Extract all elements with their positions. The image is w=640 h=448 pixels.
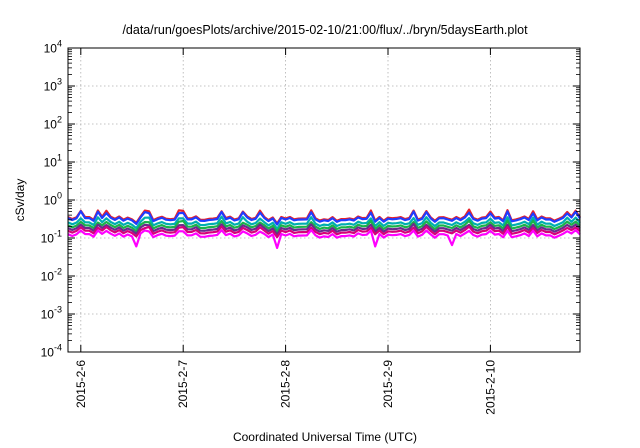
y-axis-label: cSv/day: [13, 179, 27, 222]
data-series-line: [67, 222, 581, 236]
y-tick-label: 101: [44, 153, 62, 170]
x-tick-label: 2015-2-9: [381, 360, 395, 408]
x-axis: 2015-2-6 2015-2-7 2015-2-8 2015-2-9 2015-2-1…: [74, 48, 497, 415]
series-group: [67, 208, 581, 249]
y-tick-label: 100: [44, 191, 62, 208]
y-tick-label: 10-1: [41, 229, 62, 246]
data-series-line: [67, 210, 581, 226]
x-tick-label: 2015-2-10: [483, 360, 497, 415]
x-tick-label: 2015-2-6: [74, 360, 88, 408]
y-tick-label: 102: [44, 115, 62, 132]
y-tick-label: 10-3: [41, 305, 62, 322]
x-axis-label: Coordinated Universal Time (UTC): [233, 430, 417, 444]
y-axis: 10-4 10-3 10-2 10-1 100 101 102 103 104: [41, 39, 580, 360]
y-tick-label: 104: [44, 39, 62, 56]
y-tick-label: 103: [44, 77, 62, 94]
y-tick-label: 10-4: [41, 343, 62, 360]
data-series-line: [67, 229, 581, 249]
chart-title: /data/run/goesPlots/archive/2015-02-10/2…: [122, 23, 528, 37]
x-tick-label: 2015-2-8: [279, 360, 293, 408]
data-series-line: [67, 219, 581, 233]
y-tick-label: 10-2: [41, 267, 62, 284]
x-tick-label: 2015-2-7: [176, 360, 190, 408]
data-series-line: [67, 225, 581, 239]
data-series-line: [67, 215, 581, 230]
